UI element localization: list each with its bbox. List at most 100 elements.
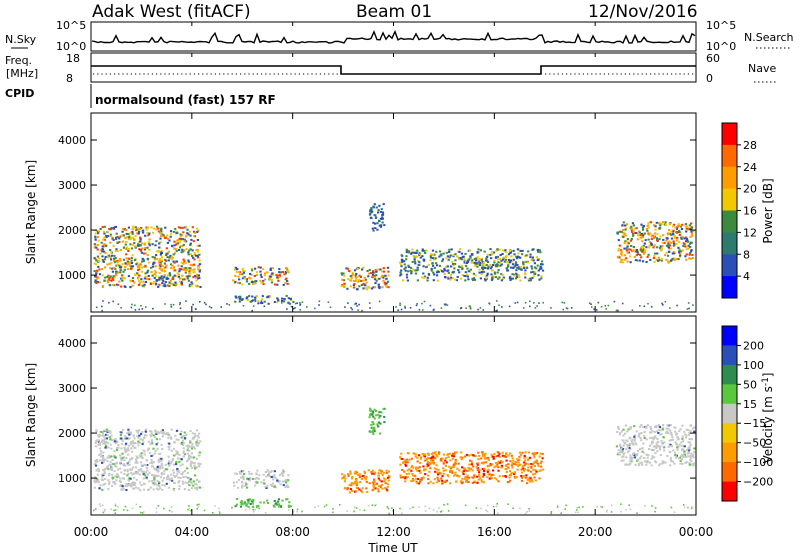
echo-cell <box>485 277 488 280</box>
echo-cell <box>101 226 104 229</box>
echo-cell <box>154 436 157 439</box>
echo-cell <box>274 502 278 505</box>
echo-cell <box>116 242 119 244</box>
echo-cell <box>96 281 99 284</box>
echo-cell <box>541 269 545 272</box>
echo-cell <box>427 464 430 467</box>
ground-scatter-cell <box>368 302 371 304</box>
echo-cell <box>148 278 151 281</box>
echo-cell <box>169 263 173 266</box>
echo-cell <box>617 425 620 428</box>
echo-cell <box>150 266 153 269</box>
echo-cell <box>187 259 190 262</box>
echo-cell <box>443 276 447 278</box>
echo-cell <box>471 259 474 262</box>
echo-cell <box>464 252 467 255</box>
echo-cell <box>127 233 130 236</box>
echo-cell <box>131 232 134 235</box>
echo-cell <box>143 474 146 477</box>
echo-cell <box>128 483 131 486</box>
echo-cell <box>257 504 260 507</box>
echo-cell <box>484 275 487 278</box>
echo-cell <box>285 481 288 484</box>
echo-cell <box>115 248 118 251</box>
echo-cell <box>116 440 119 443</box>
echo-cell <box>687 244 690 247</box>
ground-scatter-cell <box>613 300 616 303</box>
echo-cell <box>246 477 249 480</box>
ground-scatter-cell <box>605 308 607 310</box>
echo-cell <box>635 254 638 257</box>
echo-cell <box>501 277 504 280</box>
ground-scatter-cell <box>157 505 160 507</box>
echo-cell <box>454 278 457 281</box>
echo-cell <box>181 238 184 241</box>
echo-cell <box>112 227 115 230</box>
echo-cell <box>498 276 501 279</box>
echo-cell <box>466 273 469 276</box>
echo-cell <box>512 459 515 462</box>
echo-cell <box>355 478 358 481</box>
echo-cell <box>646 255 649 258</box>
echo-cell <box>195 273 198 276</box>
echo-cell <box>179 233 182 236</box>
ground-scatter-cell <box>433 308 435 311</box>
echo-cell <box>635 430 638 433</box>
echo-cell <box>423 456 426 459</box>
ground-scatter-cell <box>576 509 578 511</box>
echo-cell <box>185 235 188 238</box>
echo-cell <box>160 230 163 233</box>
echo-cell <box>468 467 471 470</box>
echo-cell <box>449 273 452 276</box>
echo-cell <box>289 298 292 301</box>
echo-cell <box>120 234 123 237</box>
echo-cell <box>140 226 143 229</box>
echo-cell <box>387 470 390 473</box>
echo-cell <box>447 276 450 279</box>
ground-scatter-cell <box>369 307 371 309</box>
echo-cell <box>528 480 531 483</box>
echo-cell <box>175 463 178 466</box>
echo-cell <box>517 274 520 276</box>
echo-cell <box>143 283 146 286</box>
echo-cell <box>687 446 690 449</box>
echo-cell <box>452 466 455 469</box>
echo-cell <box>130 257 133 259</box>
echo-cell <box>188 454 191 457</box>
echo-cell <box>141 457 144 460</box>
echo-cell <box>635 232 638 234</box>
echo-cell <box>513 472 516 475</box>
echo-cell <box>144 252 147 255</box>
echo-cell <box>448 465 451 468</box>
echo-cell <box>624 463 627 466</box>
echo-cell <box>136 272 139 275</box>
echo-cell <box>630 229 633 232</box>
echo-cell <box>134 226 137 229</box>
echo-cell <box>343 274 346 277</box>
echo-cell <box>631 438 634 441</box>
echo-cell <box>181 435 185 438</box>
echo-cell <box>493 271 496 274</box>
ground-scatter-cell <box>252 508 254 511</box>
echo-cell <box>188 230 191 233</box>
echo-cell <box>687 449 690 452</box>
echo-cell <box>172 282 175 285</box>
echo-cell <box>173 244 176 247</box>
echo-cell <box>166 256 169 259</box>
echo-cell <box>134 486 138 489</box>
echo-cell <box>640 248 643 251</box>
echo-cell <box>94 263 97 266</box>
echo-cell <box>641 463 644 466</box>
echo-cell <box>361 491 364 494</box>
echo-cell <box>251 501 254 504</box>
echo-cell <box>127 444 130 447</box>
echo-cell <box>648 461 652 464</box>
echo-cell <box>692 462 695 465</box>
ground-scatter-cell <box>208 305 211 308</box>
echo-cell <box>479 477 482 480</box>
echo-cell <box>478 257 481 260</box>
echo-cell <box>195 487 198 490</box>
echo-cell <box>249 503 252 505</box>
ground-scatter-cell <box>416 303 418 305</box>
echo-cell <box>437 473 440 476</box>
